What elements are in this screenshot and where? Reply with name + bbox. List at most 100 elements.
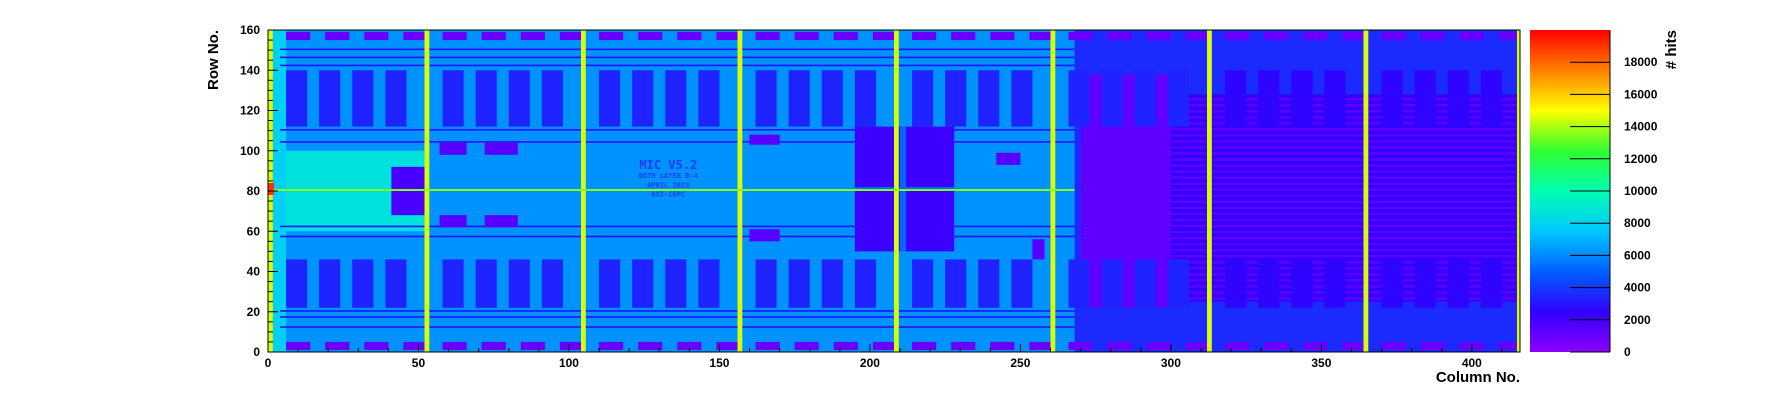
- z-axis: 0 2000 4000 6000 8000 10000 12000 14000 16000 180…: [1570, 30, 1658, 359]
- heatmap-small-block: [749, 134, 780, 145]
- x-tick-label: 350: [1311, 356, 1331, 370]
- heatmap-macro-bottom: [945, 259, 967, 308]
- heatmap-macro-top: [821, 70, 843, 127]
- heatmap-pad-top: [1225, 32, 1250, 41]
- heatmap-macro-bottom: [1381, 259, 1403, 308]
- heatmap-pad-bottom: [677, 341, 702, 350]
- heatmap-stripe: [1170, 188, 1517, 191]
- heatmap-macro-top: [698, 70, 720, 127]
- heatmap-pad-top: [1107, 32, 1132, 41]
- heatmap-pad-top: [638, 32, 663, 41]
- heatmap-pad-bottom: [638, 341, 663, 350]
- heatmap-pad-top: [1381, 32, 1406, 41]
- z-tick-label: 18000: [1624, 55, 1658, 69]
- heatmap-macro-top: [1258, 70, 1280, 127]
- heatmap-macro-top: [854, 70, 876, 127]
- heatmap-pad-bottom: [1420, 341, 1445, 350]
- z-tick-label: 8000: [1624, 216, 1651, 230]
- heatmap-macro-bottom: [854, 259, 876, 308]
- heatmap-stripe: [1170, 158, 1517, 161]
- heatmap-macro-top: [442, 70, 464, 127]
- heatmap-pad-top: [599, 32, 624, 41]
- heatmap-bus-line: [280, 235, 1075, 238]
- heatmap-pad-top: [1264, 32, 1289, 41]
- heatmap-macro-bottom: [319, 259, 341, 308]
- x-tick-label: 150: [709, 356, 729, 370]
- heatmap-macro-top: [1225, 70, 1247, 127]
- heatmap-stripe: [1170, 152, 1517, 155]
- heatmap-macro-top: [945, 70, 967, 127]
- x-tick-label: 300: [1161, 356, 1181, 370]
- heatmap-macro-top: [665, 70, 687, 127]
- chip-overlay-line: MIC V5.2: [639, 158, 697, 172]
- heatmap-region-dense-block: [1080, 74, 1171, 308]
- heatmap-macro-top: [352, 70, 374, 127]
- heatmap-macro-bottom: [978, 259, 1000, 308]
- heatmap-bus-line: [280, 316, 1075, 318]
- heatmap-pad-bottom: [1303, 341, 1328, 350]
- heatmap-macro-top: [1134, 70, 1156, 127]
- heatmap-stripe: [1170, 146, 1517, 149]
- heatmap-macro-bottom: [632, 259, 654, 308]
- heatmap-pad-bottom: [364, 341, 389, 350]
- z-tick-label: 16000: [1624, 87, 1658, 101]
- heatmap-pad-bottom: [1381, 341, 1406, 350]
- heatmap-macro-bottom: [475, 259, 497, 308]
- heatmap-pad-top: [872, 32, 898, 41]
- heatmap-pad-top: [1342, 32, 1367, 41]
- heatmap-macro-top: [599, 70, 621, 127]
- heatmap-macro-bottom: [1167, 259, 1189, 308]
- heatmap-macro-bottom: [1324, 259, 1346, 308]
- heatmap-hot-row: [268, 188, 1075, 191]
- heatmap-pad-bottom: [833, 341, 858, 350]
- heatmap-hot-column: [1207, 30, 1212, 352]
- heatmap-pad-bottom: [1146, 341, 1171, 350]
- y-tick-label: 80: [247, 184, 261, 198]
- heatmap-bus-line: [280, 225, 1075, 228]
- heatmap-macro-bottom: [1225, 259, 1247, 308]
- heatmap-pad-top: [1303, 32, 1328, 41]
- heatmap-bus-line: [280, 129, 1075, 131]
- heatmap-pad-bottom: [1185, 341, 1211, 350]
- heatmap-macro-top: [632, 70, 654, 127]
- heatmap-stripe: [1170, 170, 1517, 173]
- heatmap-stripe: [1170, 236, 1517, 240]
- heatmap-macro-top: [978, 70, 1000, 127]
- heatmap-small-block: [996, 152, 1021, 165]
- heatmap-macro-top: [1068, 70, 1090, 127]
- heatmap-macro-top: [912, 70, 934, 127]
- heatmap-macro-top: [475, 70, 497, 127]
- heatmap-pad-bottom: [599, 341, 624, 350]
- y-tick-label: 20: [247, 305, 261, 319]
- heatmap-macro-top: [755, 70, 777, 127]
- y-tick-label: 0: [253, 345, 260, 359]
- heatmap-pad-bottom: [1264, 341, 1289, 350]
- heatmap-pad-top: [1185, 32, 1211, 41]
- heatmap-macro-top: [385, 70, 407, 127]
- heatmap-pad-top: [325, 32, 350, 41]
- heatmap-pad-bottom: [559, 341, 585, 350]
- heatmap-pad-bottom: [990, 341, 1015, 350]
- y-axis-title: Row No.: [205, 30, 222, 90]
- heatmap-small-block: [484, 142, 518, 155]
- heatmap-hot-column: [1516, 30, 1520, 352]
- heatmap-stripe: [1170, 182, 1517, 185]
- heatmap-macro-top: [1414, 70, 1436, 127]
- heatmap-pad-bottom: [325, 341, 350, 350]
- y-tick-label: 40: [247, 265, 261, 279]
- heatmap-pad-bottom: [1342, 341, 1367, 350]
- heatmap-pad-bottom: [716, 341, 741, 350]
- heatmap-macro-bottom: [821, 259, 843, 308]
- heatmap-pad-top: [559, 32, 585, 41]
- heatmap-pad-bottom: [872, 341, 898, 350]
- heatmap-macro-top: [1447, 70, 1469, 127]
- heatmap-pad-bottom: [755, 341, 780, 350]
- heatmap-stripe: [1170, 248, 1517, 252]
- heatmap-pad-bottom: [1225, 341, 1250, 350]
- x-tick-label: 250: [1010, 356, 1030, 370]
- heatmap-macro-bottom: [912, 259, 934, 308]
- heatmap-macro-bottom: [1291, 259, 1313, 308]
- heatmap-pad-bottom: [520, 341, 545, 350]
